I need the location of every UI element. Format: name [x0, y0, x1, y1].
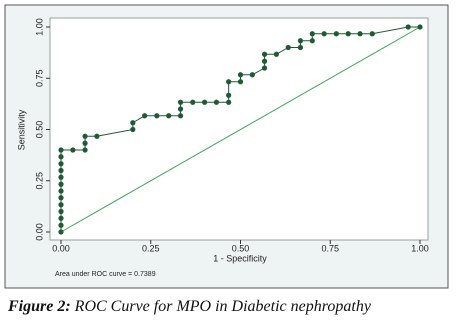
roc-point [309, 31, 315, 37]
plot-area [49, 17, 429, 241]
roc-point [130, 126, 136, 133]
roc-point [166, 113, 172, 119]
roc-point [130, 120, 136, 126]
roc-point [82, 133, 88, 139]
roc-point [345, 31, 351, 37]
roc-point [177, 106, 184, 112]
roc-point [58, 208, 64, 215]
roc-point [405, 24, 411, 30]
y-tick-label: 0.00 [34, 223, 44, 241]
caption-text: ROC Curve for MPO in Diabetic nephropath… [74, 298, 372, 315]
y-tick-label: 0.75 [34, 69, 44, 87]
roc-point [58, 229, 64, 235]
reference-line [60, 26, 421, 233]
y-tick-label: 0.25 [34, 172, 44, 190]
roc-point [261, 51, 268, 57]
x-tick-label: 0.50 [232, 243, 250, 253]
caption: Figure 2: ROC Curve for MPO in Diabetic … [7, 298, 372, 315]
roc-point [237, 72, 244, 78]
roc-point [285, 44, 291, 51]
roc-point [177, 113, 184, 119]
roc-point [357, 31, 363, 37]
roc-point [237, 79, 244, 85]
roc-point [309, 38, 315, 44]
roc-point [142, 113, 148, 119]
roc-point [297, 44, 304, 51]
roc-point [261, 58, 268, 64]
roc-point [58, 154, 64, 160]
caption-label: Figure 2: [7, 298, 71, 315]
annotation: Area under ROC curve = 0.7389 [55, 271, 156, 278]
roc-point [58, 147, 64, 153]
y-tick-label: 0.50 [34, 121, 44, 139]
roc-point [58, 195, 64, 201]
roc-point [82, 140, 88, 146]
roc-point [417, 24, 423, 30]
y-tick-label: 1.00 [34, 18, 44, 36]
roc-point [297, 38, 304, 44]
roc-point [58, 222, 64, 228]
x-tick-label: 1.00 [411, 243, 429, 253]
x-tick-label: 0.00 [52, 243, 70, 253]
roc-point [213, 99, 220, 105]
roc-point [226, 79, 232, 85]
roc-point [58, 167, 64, 174]
roc-point [333, 31, 339, 37]
roc-point [82, 147, 88, 153]
roc-point [58, 174, 64, 180]
roc-point [58, 188, 64, 194]
roc-point [226, 92, 232, 98]
roc-point [190, 99, 196, 105]
roc-point [261, 65, 268, 71]
roc-point [94, 133, 100, 139]
roc-point [249, 72, 255, 78]
roc-point [369, 31, 375, 37]
roc-point [321, 31, 327, 37]
roc-point [226, 99, 232, 105]
x-tick-label: 0.25 [142, 243, 160, 253]
roc-point [202, 99, 208, 105]
y-axis-label: Sensitivity [16, 109, 26, 150]
roc-point [177, 99, 184, 105]
roc-point [273, 51, 279, 57]
roc-point [58, 215, 64, 221]
roc-point [58, 181, 64, 187]
roc-point [58, 161, 64, 167]
x-tick-label: 0.75 [321, 243, 339, 253]
roc-point [70, 147, 76, 153]
x-axis-label: 1 - Specificity [213, 253, 267, 263]
roc-point [154, 113, 160, 119]
roc-point [58, 202, 64, 208]
